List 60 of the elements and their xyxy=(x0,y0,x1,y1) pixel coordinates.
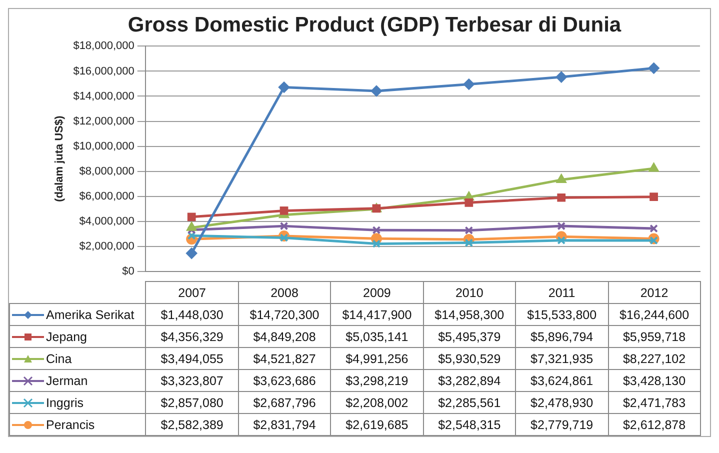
y-tick-label: $10,000,000 xyxy=(73,140,134,152)
x-tick-label: 2009 xyxy=(330,282,424,304)
data-label: $2,471,783 xyxy=(608,392,700,414)
data-label: $2,285,561 xyxy=(423,392,516,414)
x-tick-label: 2012 xyxy=(608,282,700,304)
x-tick-label: 2011 xyxy=(516,282,608,304)
y-tick-label: $14,000,000 xyxy=(73,90,134,102)
x-tick-label: 2008 xyxy=(238,282,331,304)
y-tick-label: $16,000,000 xyxy=(73,65,134,78)
legend-label: Cina xyxy=(46,352,72,366)
legend-label: Perancis xyxy=(46,418,95,432)
data-label: $7,321,935 xyxy=(516,348,608,370)
data-label: $1,448,030 xyxy=(146,304,238,326)
data-label: $4,356,329 xyxy=(146,326,238,348)
data-label: $15,533,800 xyxy=(516,304,608,326)
y-axis-title: (dalam juta US$) xyxy=(54,115,66,202)
x-tick-label: 2007 xyxy=(146,282,238,304)
data-label: $4,521,827 xyxy=(238,348,331,370)
data-label: $8,227,102 xyxy=(608,348,700,370)
legend-label: Inggris xyxy=(46,396,84,410)
data-label: $4,849,208 xyxy=(238,326,331,348)
data-label: $14,417,900 xyxy=(330,304,424,326)
legend-label: Jepang xyxy=(46,330,88,344)
legend-label: Amerika Serikat xyxy=(46,308,134,322)
data-label: $5,035,141 xyxy=(330,326,424,348)
y-tick-label: $0 xyxy=(122,265,134,278)
data-label: $3,428,130 xyxy=(608,370,700,392)
data-label: $2,619,685 xyxy=(330,414,424,436)
legend-label: Jerman xyxy=(46,374,88,388)
y-tick-label: $18,000,000 xyxy=(73,40,134,52)
data-label: $2,612,878 xyxy=(608,414,700,436)
data-label: $2,478,930 xyxy=(516,392,608,414)
data-label: $5,896,794 xyxy=(516,326,608,348)
data-label: $2,548,315 xyxy=(423,414,516,436)
data-label: $14,720,300 xyxy=(238,304,331,326)
data-label: $4,991,256 xyxy=(330,348,424,370)
y-tick-label: $6,000,000 xyxy=(79,190,134,202)
y-tick-label: $2,000,000 xyxy=(79,240,134,252)
data-label: $5,959,718 xyxy=(608,326,700,348)
y-tick-label: $12,000,000 xyxy=(73,115,134,128)
data-label: $3,624,861 xyxy=(516,370,608,392)
data-label: $16,244,600 xyxy=(608,304,700,326)
data-label: $3,494,055 xyxy=(146,348,238,370)
data-label: $2,208,002 xyxy=(330,392,424,414)
data-label: $2,779,719 xyxy=(516,414,608,436)
data-label: $2,857,080 xyxy=(146,392,238,414)
data-label: $2,687,796 xyxy=(238,392,331,414)
data-label: $2,582,389 xyxy=(146,414,238,436)
data-label: $3,623,686 xyxy=(238,370,331,392)
data-label: $3,298,219 xyxy=(330,370,424,392)
x-tick-label: 2010 xyxy=(423,282,516,304)
y-tick-label: $4,000,000 xyxy=(79,215,134,228)
data-label: $5,495,379 xyxy=(423,326,516,348)
data-label: $5,930,529 xyxy=(423,348,516,370)
chart-title: Gross Domestic Product (GDP) Terbesar di Dunia xyxy=(128,13,622,36)
y-tick-label: $8,000,000 xyxy=(79,165,134,178)
data-label: $14,958,300 xyxy=(423,304,516,326)
data-label: $2,831,794 xyxy=(238,414,331,436)
data-label: $3,323,807 xyxy=(146,370,238,392)
data-label: $3,282,894 xyxy=(423,370,516,392)
